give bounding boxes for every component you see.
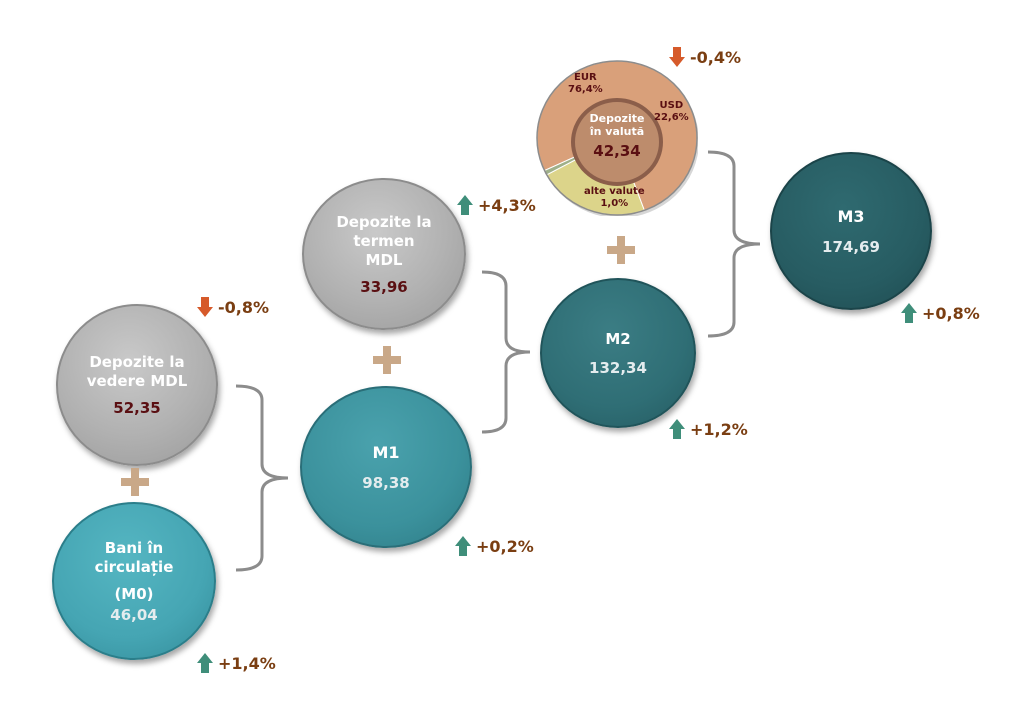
arrow-up-icon [197, 653, 213, 673]
slice-usd-pct: 22,6% [654, 112, 689, 123]
change-valuta: -0,4% [668, 46, 741, 68]
slice-usd-label: USD 22,6% [654, 100, 689, 124]
node-m2-label: M2 [605, 329, 631, 348]
node-termen-label-1: Depozite la [336, 212, 432, 231]
node-bani-circulatie: Bani în circulație (M0) 46,04 [52, 502, 216, 660]
node-termen-label-2: termen [353, 231, 415, 250]
donut-center-label-2: în valută [589, 125, 645, 138]
slice-usd-name: USD [659, 100, 684, 111]
arrow-up-icon [457, 195, 473, 215]
node-depozite-valuta: EUR 76,4% USD 22,6% alte valute 1,0% Dep… [536, 60, 699, 218]
node-m3-value: 174,69 [822, 237, 880, 256]
change-depozite-vedere-text: -0,8% [218, 297, 270, 317]
donut-center-label-1: Depozite [589, 112, 645, 125]
arrow-up-icon [901, 303, 917, 323]
node-depozite-vedere-label-1: Depozite la [89, 353, 185, 371]
node-depozite-vedere-value: 52,35 [113, 399, 161, 417]
plus-icon [121, 468, 149, 496]
plus-icon [373, 346, 401, 374]
change-m1: +0,2% [454, 535, 534, 557]
change-bani-text: +1,4% [218, 653, 276, 673]
node-termen-label-3: MDL [365, 250, 403, 269]
node-depozite-termen: Depozite la termen MDL 33,96 [302, 178, 466, 330]
donut-center: Depozite în valută 42,34 [573, 112, 661, 160]
node-m3-label: M3 [837, 206, 865, 226]
bracket-m1-to-m2 [481, 270, 531, 434]
node-bani-label-1: Bani în [104, 538, 164, 557]
arrow-up-icon [669, 419, 685, 439]
change-m2: +1,2% [668, 418, 748, 440]
node-m1-label: M1 [372, 442, 400, 462]
node-m2: M2 132,34 [540, 278, 696, 428]
change-m3: +0,8% [900, 302, 980, 324]
change-termen: +4,3% [456, 194, 536, 216]
arrow-down-icon [669, 47, 685, 67]
node-depozite-vedere-label-2: vedere MDL [86, 372, 188, 390]
plus-icon [607, 236, 635, 264]
donut-center-value: 42,34 [593, 142, 641, 160]
slice-alte-label: alte valute 1,0% [584, 186, 645, 210]
slice-eur-name: EUR [574, 72, 597, 83]
node-bani-label-3: (M0) [114, 584, 154, 603]
bracket-m2-to-m3 [707, 150, 761, 338]
node-m1: M1 98,38 [300, 386, 472, 548]
arrow-down-icon [197, 297, 213, 317]
node-m1-value: 98,38 [362, 473, 410, 492]
change-bani: +1,4% [196, 652, 276, 674]
donut-chart [536, 60, 699, 218]
node-depozite-vedere: Depozite la vedere MDL 52,35 [56, 304, 218, 466]
change-depozite-vedere: -0,8% [196, 296, 269, 318]
slice-eur-label: EUR 76,4% [568, 72, 603, 96]
change-m1-text: +0,2% [476, 536, 534, 556]
node-m3: M3 174,69 [770, 152, 932, 310]
node-m2-value: 132,34 [589, 358, 647, 377]
node-termen-value: 33,96 [360, 277, 408, 296]
bracket-m0-to-m1 [235, 384, 289, 572]
change-m3-text: +0,8% [922, 303, 980, 323]
slice-eur-pct: 76,4% [568, 84, 603, 95]
change-m2-text: +1,2% [690, 419, 748, 439]
change-termen-text: +4,3% [478, 195, 536, 215]
node-bani-label-2: circulație [94, 557, 174, 576]
slice-alte-pct: 1,0% [600, 198, 629, 209]
change-valuta-text: -0,4% [690, 47, 742, 67]
arrow-up-icon [455, 536, 471, 556]
slice-alte-name: alte valute [584, 186, 645, 197]
node-bani-value: 46,04 [110, 605, 158, 624]
